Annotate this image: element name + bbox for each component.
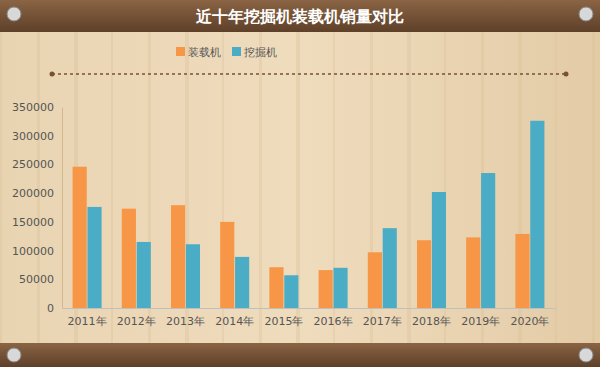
grain-stripe [555,30,557,343]
x-tick-label: 2016年 [314,315,353,328]
grain-stripe [592,30,595,343]
bar [383,228,397,308]
x-tick: 2018年 [412,308,451,328]
bar [137,242,151,308]
y-tick: 0 [47,302,62,315]
bottom-bar [0,343,600,367]
x-tick: 2015年 [264,308,303,328]
screw [7,348,21,362]
bar [284,275,298,308]
y-tick-label: 250000 [12,158,54,171]
x-tick: 2014年 [215,308,254,328]
y-tick: 200000 [12,187,62,200]
bar [220,222,234,308]
divider-dot [50,72,55,77]
bar [530,121,544,308]
bar [269,267,283,308]
legend-label: 装载机 [188,46,221,59]
y-tick: 350000 [12,101,62,114]
x-tick-label: 2013年 [166,315,205,328]
bar [432,192,446,308]
x-tick: 2013年 [166,308,205,328]
background [0,0,600,367]
bar [417,240,431,308]
x-tick: 2020年 [510,308,549,328]
legend: 装载机 挖掘机 [176,46,277,59]
bars [73,121,545,308]
y-tick: 150000 [12,216,62,229]
x-tick-label: 2014年 [215,315,254,328]
chart: 近十年挖掘机装载机销量对比装载机 挖掘机 0 50000 100000 150000 200… [0,0,600,367]
y-tick-label: 150000 [12,216,54,229]
y-tick-label: 200000 [12,187,54,200]
grain-stripe [0,30,2,343]
bar [466,237,480,308]
x-tick-label: 2012年 [117,315,156,328]
y-tick: 100000 [12,245,62,258]
grain-stripe [259,30,262,343]
divider [52,73,566,75]
screw [579,7,593,21]
y-tick-label: 50000 [19,273,54,286]
screw [7,7,21,21]
legend-label: 挖掘机 [244,46,277,59]
y-tick-label: 100000 [12,245,54,258]
y-axis-line [62,108,63,309]
x-tick-label: 2019年 [461,315,500,328]
bar [235,257,249,308]
x-tick-label: 2015年 [264,315,303,328]
legend-swatch [232,47,241,56]
grain-stripe [111,30,113,343]
plot: 0 50000 100000 150000 200000 250000 300000 3500… [12,101,556,328]
wood-grain [0,30,595,343]
bar [73,167,87,308]
bar [122,209,136,308]
x-tick-label: 2017年 [363,315,402,328]
legend-swatch [176,47,185,56]
x-tick: 2017年 [363,308,402,328]
x-tick: 2012年 [117,308,156,328]
x-axis: 2011年 2012年 2013年 2014年 2015年 2016年 2017年 2018年… [63,308,556,328]
x-tick-label: 2018年 [412,315,451,328]
divider-dot [564,72,569,77]
bar [515,234,529,308]
bar [333,268,347,308]
bar [171,205,185,308]
y-tick-label: 350000 [12,101,54,114]
bar [87,207,101,308]
x-tick-label: 2011年 [68,315,107,328]
x-tick: 2019年 [461,308,500,328]
y-tick: 250000 [12,158,62,171]
grain-stripe [407,30,411,343]
bar [368,252,382,308]
y-tick-label: 0 [47,302,54,315]
y-tick: 300000 [12,130,62,143]
screw [579,348,593,362]
y-tick: 50000 [19,273,62,286]
bar [481,173,495,308]
title: 近十年挖掘机装载机销量对比 [195,7,404,26]
y-axis: 0 50000 100000 150000 200000 250000 300000 3500… [12,101,63,315]
x-axis-line [63,308,556,309]
title-bar [0,0,600,32]
x-tick: 2011年 [68,308,107,328]
bar [186,244,200,308]
bar [319,270,333,308]
y-tick-label: 300000 [12,130,54,143]
x-tick: 2016年 [314,308,353,328]
x-tick-label: 2020年 [510,315,549,328]
